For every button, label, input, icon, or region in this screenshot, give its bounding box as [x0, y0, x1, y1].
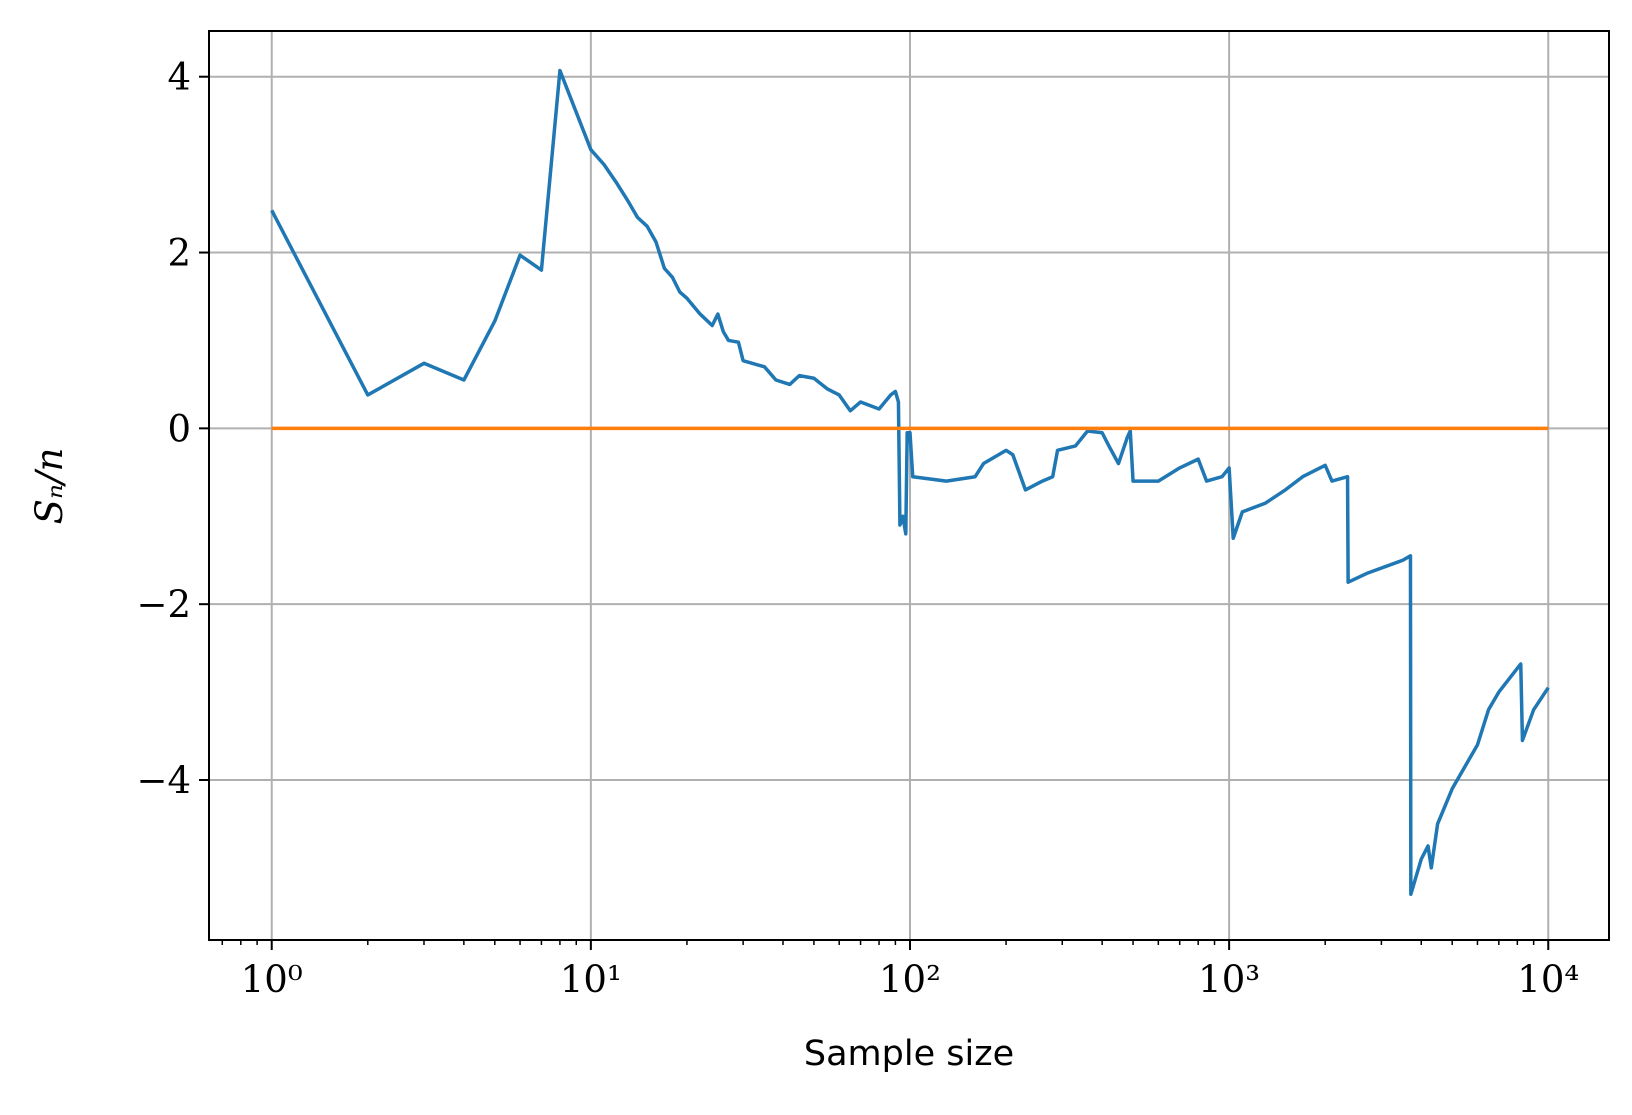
- x-tick-label: 10⁰: [241, 958, 303, 1001]
- y-tick-label: 2: [167, 232, 191, 275]
- x-tick-label: 10⁴: [1517, 958, 1579, 1001]
- x-tick-label: 10¹: [560, 958, 622, 1001]
- y-tick-label: −4: [136, 759, 191, 802]
- plot-frame: [208, 30, 1610, 941]
- x-tick-label: 10³: [1198, 958, 1260, 1001]
- y-axis-label: Sₙ/n: [28, 448, 71, 525]
- y-tick-label: 4: [167, 56, 191, 99]
- y-tick-label: 0: [167, 407, 191, 450]
- x-tick-label: 10²: [879, 958, 941, 1001]
- x-axis-label: Sample size: [804, 1034, 1014, 1074]
- data-line: [270, 68, 1550, 897]
- y-tick-label: −2: [136, 583, 191, 626]
